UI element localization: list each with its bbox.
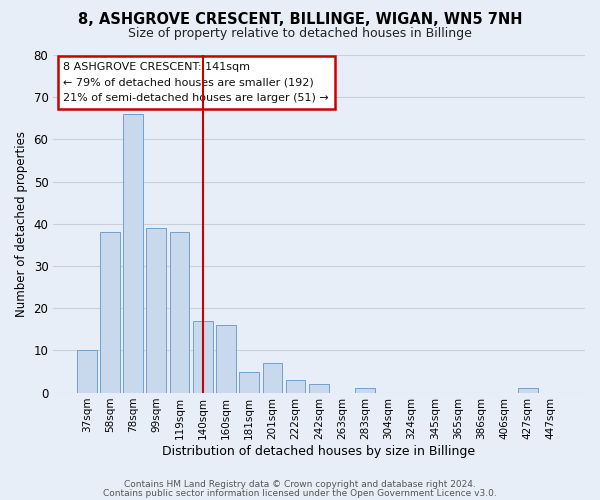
- Bar: [309, 384, 329, 392]
- Text: Contains public sector information licensed under the Open Government Licence v3: Contains public sector information licen…: [103, 488, 497, 498]
- Bar: [77, 350, 97, 393]
- Text: Contains HM Land Registry data © Crown copyright and database right 2024.: Contains HM Land Registry data © Crown c…: [124, 480, 476, 489]
- Text: 8, ASHGROVE CRESCENT, BILLINGE, WIGAN, WN5 7NH: 8, ASHGROVE CRESCENT, BILLINGE, WIGAN, W…: [78, 12, 522, 28]
- Bar: [216, 325, 236, 392]
- X-axis label: Distribution of detached houses by size in Billinge: Distribution of detached houses by size …: [162, 444, 475, 458]
- Bar: [123, 114, 143, 392]
- Bar: [146, 228, 166, 392]
- Bar: [355, 388, 375, 392]
- Text: Size of property relative to detached houses in Billinge: Size of property relative to detached ho…: [128, 28, 472, 40]
- Bar: [263, 363, 282, 392]
- Bar: [239, 372, 259, 392]
- Bar: [100, 232, 120, 392]
- Text: 8 ASHGROVE CRESCENT: 141sqm
← 79% of detached houses are smaller (192)
21% of se: 8 ASHGROVE CRESCENT: 141sqm ← 79% of det…: [63, 62, 329, 103]
- Y-axis label: Number of detached properties: Number of detached properties: [15, 131, 28, 317]
- Bar: [170, 232, 190, 392]
- Bar: [286, 380, 305, 392]
- Bar: [518, 388, 538, 392]
- Bar: [193, 321, 212, 392]
